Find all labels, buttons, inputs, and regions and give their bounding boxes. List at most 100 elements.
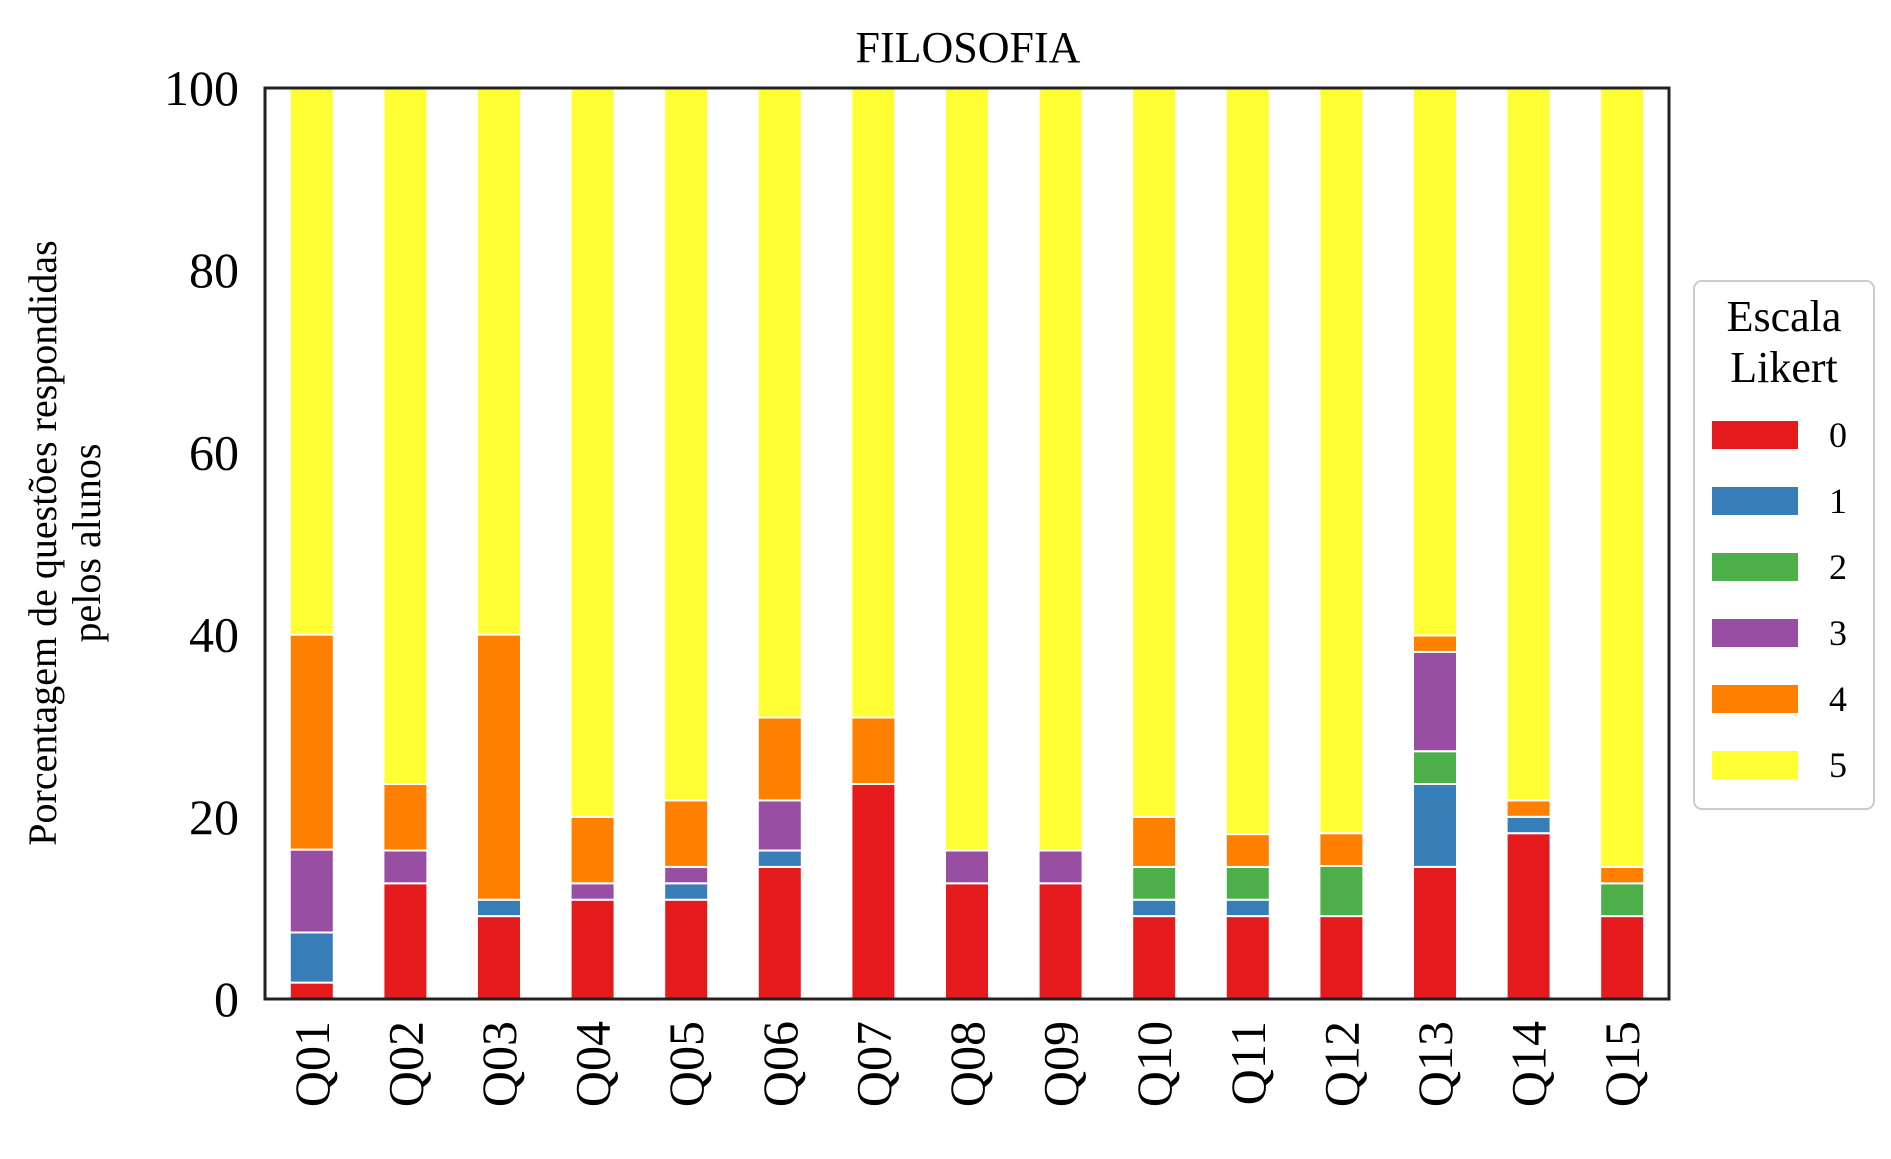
bar-Q04-level-4: [569, 815, 616, 885]
y-axis-label-line-2: pelos alunos: [64, 444, 109, 643]
bar-Q14-level-1: [1505, 815, 1552, 835]
bar-Q06-level-3: [756, 799, 803, 852]
plot-frame: [263, 86, 1671, 1001]
legend-label-4: 4: [1829, 679, 1847, 719]
bar-Q07-level-4: [850, 716, 897, 785]
bar-Q02-level-3: [382, 849, 429, 885]
bar-Q02-level-4: [382, 783, 429, 852]
y-tick-label: 80: [189, 242, 239, 298]
bar-Q09-level-5: [1037, 87, 1084, 852]
bar-Q10-level-5: [1131, 87, 1178, 818]
bar-Q06-level-1: [756, 849, 803, 868]
bar-Q15-level-2: [1599, 882, 1646, 918]
bar-Q12-level-0: [1318, 915, 1365, 1000]
bar-Q08-level-5: [944, 87, 990, 852]
legend-swatch-3: [1712, 619, 1798, 647]
x-tick-label: Q12: [1313, 1021, 1369, 1107]
y-axis-label: Porcentagem de questões respondidas pelo…: [20, 240, 109, 845]
legend-label-0: 0: [1829, 415, 1847, 455]
bar-Q13-level-4: [1412, 634, 1458, 653]
legend-swatch-1: [1712, 487, 1798, 515]
x-tick-label: Q10: [1126, 1021, 1182, 1107]
bar-Q12-level-4: [1318, 832, 1365, 868]
chart-title: FILOSOFIA: [856, 23, 1081, 72]
legend-swatch-5: [1712, 751, 1798, 779]
bar-Q04-level-5: [569, 87, 616, 818]
bar-Q13-level-0: [1412, 865, 1458, 1001]
bar-Q15-level-5: [1599, 87, 1646, 868]
bar-Q10-level-0: [1131, 915, 1178, 1000]
bar-Q10-level-4: [1131, 815, 1178, 868]
bar-Q10-level-1: [1131, 898, 1178, 918]
bar-Q05-level-4: [663, 799, 710, 868]
bar-Q04-level-3: [569, 882, 616, 901]
x-tick-label: Q14: [1501, 1021, 1557, 1107]
bar-Q15-level-4: [1599, 865, 1646, 885]
bar-Q09-level-3: [1037, 849, 1084, 885]
bar-Q13-level-2: [1412, 750, 1458, 786]
y-tick-label: 0: [214, 971, 239, 1027]
bar-Q14-level-4: [1505, 799, 1552, 818]
bar-Q08-level-3: [944, 849, 990, 885]
bar-Q02-level-0: [382, 882, 429, 1000]
x-tick-label: Q11: [1220, 1021, 1276, 1105]
bar-Q11-level-2: [1224, 865, 1271, 901]
bar-Q12-level-5: [1318, 87, 1365, 835]
bar-Q10-level-2: [1131, 865, 1178, 901]
legend-swatch-2: [1712, 553, 1798, 581]
bar-Q13-level-5: [1412, 87, 1458, 637]
bar-Q03-level-4: [476, 633, 522, 901]
legend-title-line-2: Likert: [1730, 343, 1838, 392]
bar-Q06-level-4: [756, 716, 803, 802]
x-tick-label: Q13: [1407, 1021, 1463, 1107]
bar-Q05-level-1: [663, 882, 710, 901]
bar-Q01-level-1: [288, 931, 335, 984]
bar-Q15-level-0: [1599, 915, 1646, 1000]
bar-Q13-level-3: [1412, 650, 1458, 753]
bar-Q07-level-5: [850, 87, 897, 719]
x-tick-label: Q15: [1594, 1021, 1650, 1107]
bar-Q03-level-5: [476, 87, 522, 636]
x-tick-label: Q04: [565, 1021, 621, 1107]
bar-Q13-level-1: [1412, 783, 1458, 868]
bar-Q11-level-0: [1224, 915, 1271, 1000]
legend-label-2: 2: [1829, 547, 1847, 587]
bar-Q08-level-0: [944, 882, 990, 1000]
bar-Q01-level-3: [288, 848, 335, 934]
legend-swatch-4: [1712, 685, 1798, 713]
bars-layer: [288, 87, 1646, 1001]
y-tick-label: 20: [189, 789, 239, 845]
y-tick-label: 100: [164, 60, 239, 116]
legend: Escala Likert 0 1 2 3 4 5: [1693, 280, 1875, 810]
bar-Q09-level-0: [1037, 882, 1084, 1000]
bar-Q01-level-0: [288, 981, 335, 1000]
bar-Q01-level-4: [288, 633, 335, 851]
bar-Q06-level-5: [756, 87, 803, 719]
legend-title-line-1: Escala: [1727, 292, 1842, 341]
bar-Q02-level-5: [382, 87, 429, 785]
bar-Q12-level-2: [1318, 864, 1365, 918]
bar-Q11-level-4: [1224, 833, 1271, 868]
x-tick-label: Q05: [658, 1021, 714, 1107]
bar-Q05-level-0: [663, 898, 710, 1001]
y-tick-label: 40: [189, 607, 239, 663]
x-tick-label: Q09: [1033, 1021, 1089, 1107]
legend-label-5: 5: [1829, 745, 1847, 785]
x-tick-label: Q02: [377, 1021, 433, 1107]
y-axis-label-line-1: Porcentagem de questões respondidas: [20, 240, 65, 845]
bar-Q14-level-5: [1505, 87, 1552, 802]
legend-swatch-0: [1712, 421, 1798, 449]
bar-Q14-level-0: [1505, 832, 1552, 1001]
bar-Q01-level-5: [288, 87, 335, 636]
x-tick-label: Q07: [845, 1021, 901, 1107]
x-tick-label: Q01: [284, 1021, 340, 1107]
y-tick-label: 60: [189, 424, 239, 480]
bar-Q07-level-0: [850, 783, 897, 1000]
legend-label-3: 3: [1829, 613, 1847, 653]
x-tick-label: Q06: [752, 1021, 808, 1107]
bar-Q06-level-0: [756, 865, 803, 1001]
bar-Q11-level-1: [1224, 898, 1271, 918]
bar-Q11-level-5: [1224, 87, 1271, 836]
bar-Q05-level-3: [663, 865, 710, 885]
